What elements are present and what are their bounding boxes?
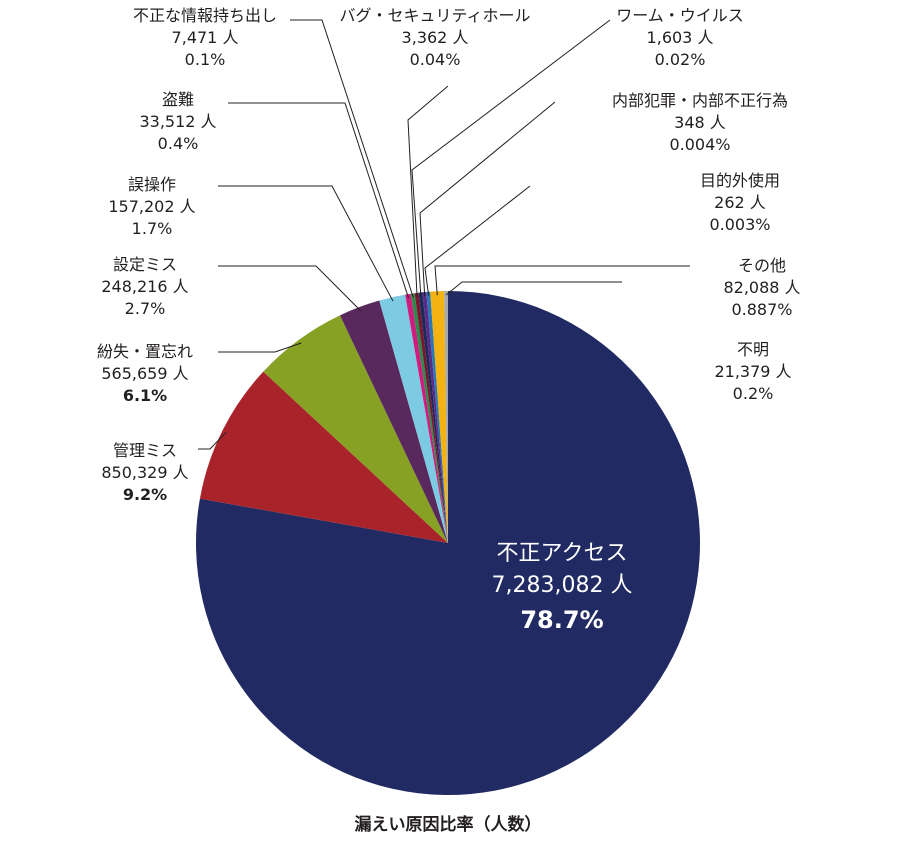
slice-label: 1,603 人	[647, 28, 714, 47]
slice-label: 21,379 人	[714, 362, 791, 381]
leader-line	[411, 19, 611, 297]
slice-label: 0.04%	[410, 50, 461, 69]
chart-caption: 漏えい原因比率（人数）	[355, 814, 542, 835]
slice-label: 1.7%	[132, 219, 173, 238]
slice-label: 内部犯罪・内部不正行為	[612, 91, 788, 110]
slice-label: ワーム・ウイルス	[616, 6, 744, 25]
slice-label: 0.887%	[731, 300, 792, 319]
slice-label: 348 人	[674, 113, 726, 132]
pie-slice	[426, 291, 448, 543]
pie-slice	[199, 371, 448, 543]
slice-label: 0.003%	[709, 215, 770, 234]
leader-line	[445, 281, 622, 296]
pie-slices	[195, 291, 700, 795]
leader-line	[218, 185, 394, 302]
slice-label: 248,216 人	[101, 277, 188, 296]
slice-label: 0.1%	[185, 50, 226, 69]
slice-label: バグ・セキュリティホール	[339, 6, 530, 25]
pie-slice	[405, 293, 448, 543]
pie-slice	[418, 292, 448, 543]
leader-line	[419, 101, 556, 297]
leader-line	[434, 265, 690, 296]
pie-slice	[195, 291, 700, 795]
slice-label: 7,283,082 人	[492, 573, 633, 598]
leader-lines	[198, 19, 690, 450]
slice-label: 0.004%	[669, 135, 730, 154]
slice-label: 78.7%	[520, 606, 603, 634]
leader-line	[407, 85, 449, 297]
pie-slice	[263, 315, 448, 543]
slice-labels: 不正アクセス 7,283,082 人 78.7% 管理ミス 850,329 人 9.2% 紛…	[97, 6, 801, 634]
pie-slice	[430, 291, 448, 543]
pie-slice	[422, 291, 448, 543]
slice-label: 82,088 人	[723, 278, 800, 297]
slice-label: 不正な情報持ち出し	[133, 6, 277, 25]
slice-label: 管理ミス	[113, 441, 177, 460]
slice-label: 不正アクセス	[497, 541, 628, 566]
slice-label: 2.7%	[125, 299, 166, 318]
slice-label: 9.2%	[123, 485, 167, 504]
slice-label: 不明	[737, 340, 769, 359]
pie-slice	[444, 291, 448, 543]
slice-label: 33,512 人	[139, 112, 216, 131]
slice-label: その他	[738, 256, 786, 275]
leader-line	[290, 19, 414, 298]
slice-label: 3,362 人	[402, 28, 469, 47]
slice-label: 0.2%	[733, 384, 774, 403]
slice-label: 盗難	[162, 90, 194, 109]
pie-slice	[379, 294, 448, 543]
leader-line	[198, 431, 227, 450]
leader-line	[228, 102, 410, 299]
leader-line	[218, 342, 302, 353]
pie-slice	[414, 292, 448, 543]
slice-label: 6.1%	[123, 386, 167, 405]
pie-slice	[410, 293, 448, 543]
slice-label: 0.02%	[655, 50, 706, 69]
pie-slice	[339, 300, 448, 543]
slice-label: 設定ミス	[113, 255, 177, 274]
slice-label: 0.4%	[158, 134, 199, 153]
slice-label: 7,471 人	[172, 28, 239, 47]
slice-label: 262 人	[714, 193, 766, 212]
leader-line	[424, 185, 531, 296]
slice-label: 850,329 人	[101, 463, 188, 482]
slice-label: 紛失・置忘れ	[97, 342, 193, 361]
slice-label: 157,202 人	[108, 197, 195, 216]
slice-label: 目的外使用	[700, 171, 780, 190]
slice-label: 565,659 人	[101, 364, 188, 383]
leader-line	[218, 265, 362, 312]
slice-label: 誤操作	[128, 175, 176, 194]
